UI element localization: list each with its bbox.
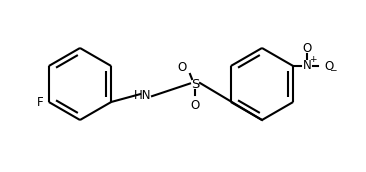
Text: HN: HN [134,89,152,102]
Text: +: + [309,55,317,63]
Text: N: N [303,58,311,72]
Text: −: − [329,66,337,74]
Text: S: S [191,78,199,90]
Text: O: O [324,60,333,73]
Text: F: F [37,95,44,109]
Text: O: O [190,99,199,111]
Text: O: O [178,61,187,73]
Text: O: O [303,41,312,55]
